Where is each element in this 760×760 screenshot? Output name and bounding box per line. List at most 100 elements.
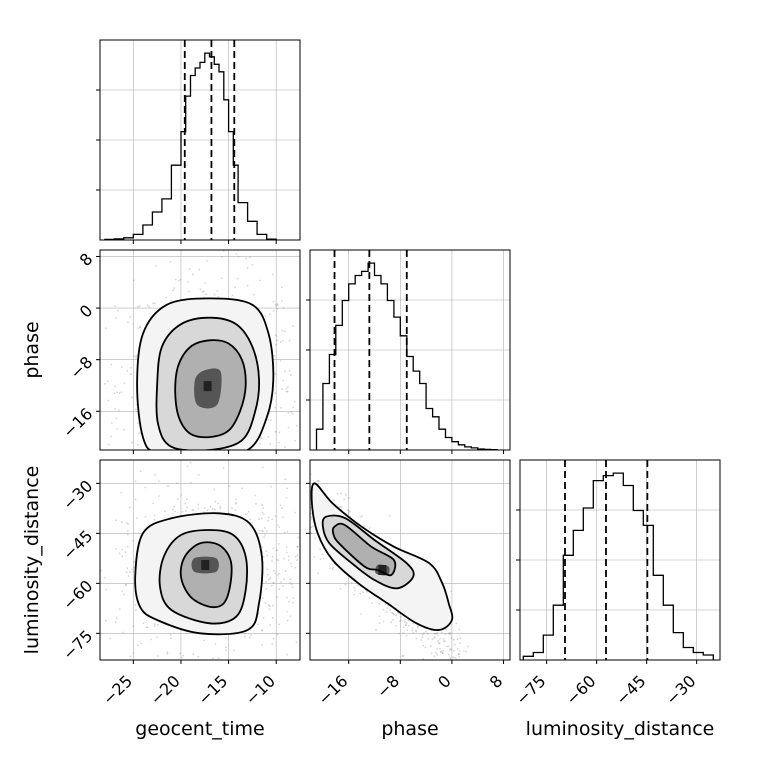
- scatter-point: [209, 505, 212, 508]
- scatter-point: [232, 649, 235, 652]
- scatter-point: [174, 466, 176, 468]
- scatter-point: [186, 465, 189, 468]
- scatter-point: [162, 518, 164, 520]
- scatter-point: [274, 431, 277, 433]
- scatter-point: [216, 289, 219, 292]
- scatter-point: [402, 626, 405, 629]
- scatter-point: [207, 458, 209, 460]
- hist-phase-frame: [309, 249, 511, 451]
- scatter-point: [296, 503, 298, 505]
- scatter-point: [338, 610, 340, 612]
- scatter-point: [416, 625, 419, 628]
- scatter-point: [467, 645, 470, 648]
- scatter-point: [338, 506, 341, 508]
- scatter-point: [130, 366, 132, 369]
- scatter-point: [283, 578, 285, 581]
- scatter-point: [202, 460, 204, 462]
- scatter-point: [272, 582, 275, 585]
- scatter-point: [161, 453, 163, 455]
- pair-panel-geocent_time-luminosity_distance: [96, 459, 340, 666]
- scatter-point: [294, 439, 296, 442]
- scatter-point: [290, 411, 292, 413]
- scatter-point: [139, 470, 142, 473]
- scatter-point: [336, 492, 339, 495]
- scatter-point: [266, 573, 269, 576]
- scatter-point: [279, 341, 282, 343]
- scatter-point: [471, 669, 473, 671]
- scatter-point: [89, 439, 91, 441]
- xtick-label-geocent_time-1: −20: [146, 671, 183, 708]
- scatter-point: [271, 555, 274, 558]
- density-fill-2: [180, 542, 232, 608]
- scatter-point: [116, 391, 118, 394]
- scatter-point: [421, 633, 424, 636]
- scatter-point: [398, 632, 401, 635]
- scatter-point: [290, 492, 292, 494]
- scatter-point: [485, 724, 487, 726]
- scatter-point: [435, 651, 437, 654]
- scatter-point: [134, 408, 137, 411]
- scatter-point: [426, 633, 429, 635]
- scatter-point: [402, 632, 405, 634]
- scatter-point: [440, 650, 442, 653]
- scatter-point: [290, 562, 292, 565]
- scatter-point: [403, 618, 406, 621]
- scatter-point: [114, 407, 116, 410]
- hist-geocent_time-frame: [99, 39, 301, 241]
- scatter-point: [122, 471, 124, 473]
- scatter-point: [235, 253, 238, 255]
- scatter-point: [153, 518, 156, 521]
- scatter-point: [169, 633, 172, 636]
- scatter-point: [278, 511, 280, 513]
- scatter-point: [208, 664, 210, 666]
- scatter-point: [138, 467, 140, 469]
- scatter-point: [129, 506, 131, 509]
- scatter-point: [220, 277, 223, 280]
- scatter-point: [317, 480, 320, 483]
- scatter-point: [278, 623, 281, 626]
- scatter-point: [297, 488, 299, 490]
- scatter-point: [271, 617, 274, 619]
- scatter-point: [295, 424, 298, 427]
- scatter-point: [146, 304, 149, 307]
- scatter-point: [265, 588, 268, 590]
- scatter-point: [272, 570, 275, 572]
- scatter-point: [96, 576, 98, 578]
- density-peak: [201, 560, 210, 570]
- scatter-point: [491, 714, 493, 716]
- pair-content: [266, 425, 510, 726]
- scatter-point: [274, 392, 277, 395]
- scatter-point: [301, 471, 303, 473]
- scatter-point: [344, 583, 347, 586]
- scatter-point: [473, 677, 475, 679]
- scatter-point: [152, 502, 155, 504]
- scatter-point: [441, 661, 443, 663]
- scatter-point: [378, 615, 381, 617]
- scatter-point: [400, 619, 402, 622]
- scatter-point: [127, 321, 129, 324]
- scatter-point: [181, 508, 183, 510]
- scatter-point: [126, 533, 129, 536]
- ytick-label-phase-0: −16: [59, 404, 96, 441]
- scatter-point: [134, 604, 137, 606]
- scatter-point: [447, 645, 450, 648]
- scatter-point: [272, 300, 275, 303]
- scatter-point: [176, 498, 179, 500]
- scatter-point: [143, 495, 145, 497]
- scatter-point: [285, 390, 288, 393]
- scatter-point: [460, 665, 462, 667]
- scatter-point: [107, 399, 110, 402]
- scatter-point: [286, 390, 289, 393]
- scatter-point: [438, 642, 440, 644]
- scatter-point: [317, 382, 319, 384]
- scatter-point: [147, 490, 149, 492]
- pair-content: [51, 250, 319, 520]
- scatter-point: [51, 323, 53, 325]
- scatter-point: [407, 619, 410, 622]
- scatter-point: [411, 627, 414, 629]
- scatter-point: [390, 621, 392, 624]
- scatter-point: [266, 425, 268, 427]
- scatter-point: [440, 631, 443, 634]
- scatter-point: [405, 622, 408, 625]
- scatter-point: [302, 572, 304, 574]
